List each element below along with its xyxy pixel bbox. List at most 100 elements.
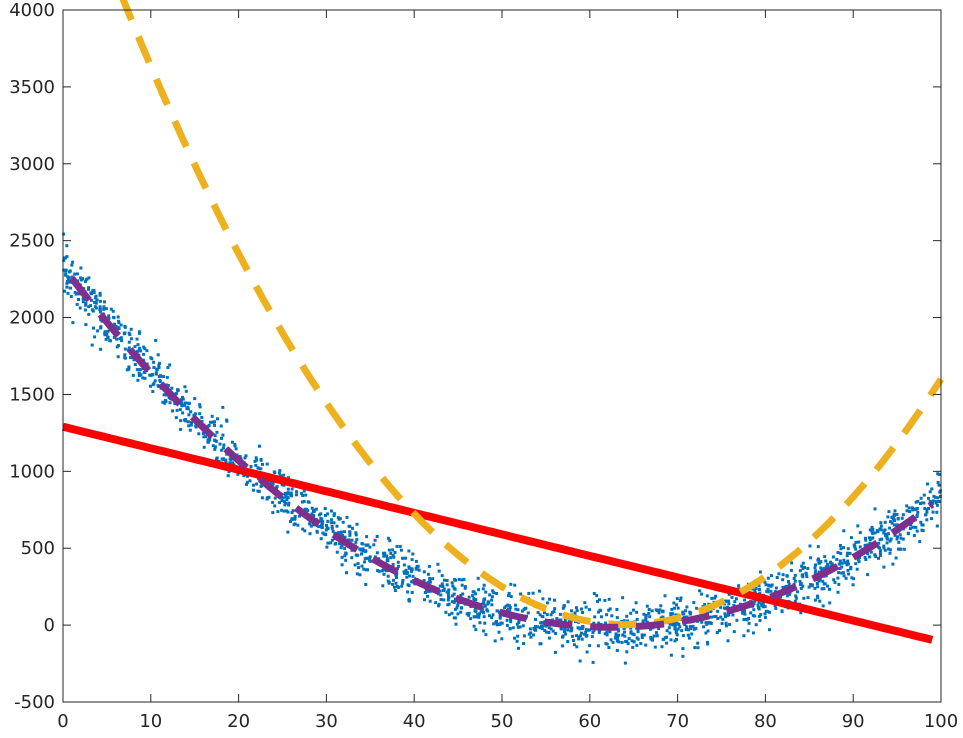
scatter-point <box>873 507 877 511</box>
scatter-point <box>208 420 212 424</box>
scatter-point <box>447 595 451 599</box>
scatter-point <box>581 625 585 629</box>
x-tick-label: 30 <box>315 711 338 732</box>
scatter-point <box>84 303 88 307</box>
scatter-point <box>866 552 870 556</box>
scatter-point <box>111 309 115 313</box>
scatter-point <box>282 509 286 513</box>
scatter-point <box>661 637 665 641</box>
scatter-point <box>888 551 892 555</box>
scatter-point <box>623 634 627 638</box>
scatter-point <box>405 575 409 579</box>
scatter-point <box>840 571 844 575</box>
scatter-point <box>348 533 352 537</box>
scatter-point <box>347 524 351 528</box>
scatter-point <box>296 523 300 527</box>
scatter-point <box>742 618 746 622</box>
scatter-point <box>615 608 619 611</box>
scatter-point <box>500 621 504 625</box>
scatter-point <box>395 576 398 579</box>
scatter-point <box>202 445 206 449</box>
scatter-point <box>747 617 751 620</box>
scatter-point <box>63 256 67 260</box>
scatter-point <box>787 582 791 586</box>
scatter-point <box>64 272 68 276</box>
scatter-point <box>723 612 727 616</box>
scatter-point <box>864 558 868 561</box>
scatter-point <box>93 300 97 304</box>
scatter-point <box>732 603 736 607</box>
scatter-point <box>354 531 358 535</box>
scatter-point <box>287 503 290 507</box>
scatter-point <box>690 632 694 636</box>
scatter-point <box>837 562 841 566</box>
scatter-point <box>892 517 896 521</box>
scatter-point <box>868 555 872 559</box>
scatter-point <box>68 280 72 284</box>
scatter-point <box>219 424 223 428</box>
scatter-point <box>503 606 507 610</box>
scatter-point <box>481 607 485 611</box>
scatter-point <box>365 543 369 547</box>
scatter-point <box>450 594 454 598</box>
scatter-point <box>224 458 228 462</box>
scatter-point <box>490 598 494 602</box>
scatter-point <box>822 587 826 591</box>
scatter-point <box>641 619 645 623</box>
scatter-point <box>765 589 769 593</box>
scatter-point <box>204 435 208 438</box>
scatter-point <box>155 367 159 371</box>
scatter-point <box>927 496 930 500</box>
scatter-point <box>273 496 277 500</box>
scatter-point <box>647 612 651 615</box>
scatter-point <box>178 408 182 412</box>
scatter-point <box>611 640 615 644</box>
scatter-point <box>617 633 621 637</box>
scatter-point <box>761 602 765 606</box>
scatter-point <box>813 572 817 575</box>
scatter-point <box>310 512 314 516</box>
scatter-point <box>290 487 294 491</box>
scatter-point <box>659 604 663 608</box>
scatter-point <box>758 570 762 574</box>
scatter-point <box>554 632 557 635</box>
scatter-point <box>494 620 498 624</box>
scatter-point <box>597 610 600 614</box>
scatter-point <box>330 525 334 528</box>
scatter-point <box>667 626 671 630</box>
scatter-point <box>471 594 475 598</box>
scatter-point <box>453 607 457 611</box>
scatter-point <box>675 603 678 607</box>
scatter-point <box>476 576 480 580</box>
scatter-point <box>189 423 193 427</box>
scatter-point <box>639 642 643 645</box>
scatter-point <box>855 567 859 571</box>
scatter-point <box>536 611 540 614</box>
scatter-point <box>74 292 78 296</box>
scatter-point <box>179 419 183 423</box>
scatter-point <box>893 523 896 527</box>
scatter-point <box>171 409 174 413</box>
x-tick-label: 20 <box>227 711 250 732</box>
scatter-point <box>320 524 323 528</box>
scatter-point <box>728 623 732 626</box>
scatter-point <box>899 536 903 540</box>
scatter-point <box>369 559 373 563</box>
scatter-point <box>578 659 582 663</box>
scatter-point <box>265 497 269 501</box>
scatter-point <box>897 547 900 551</box>
y-tick-label: 2000 <box>9 308 55 329</box>
scatter-point <box>498 616 502 620</box>
scatter-point <box>644 613 648 617</box>
scatter-point <box>127 340 131 344</box>
scatter-point <box>308 522 311 526</box>
scatter-point <box>563 627 567 631</box>
scatter-point <box>576 626 580 630</box>
scatter-point <box>794 594 798 598</box>
scatter-point <box>766 587 770 591</box>
scatter-point <box>898 533 902 537</box>
scatter-point <box>445 583 449 587</box>
scatter-point <box>798 579 802 583</box>
scatter-point <box>186 405 190 409</box>
scatter-point <box>81 277 84 281</box>
